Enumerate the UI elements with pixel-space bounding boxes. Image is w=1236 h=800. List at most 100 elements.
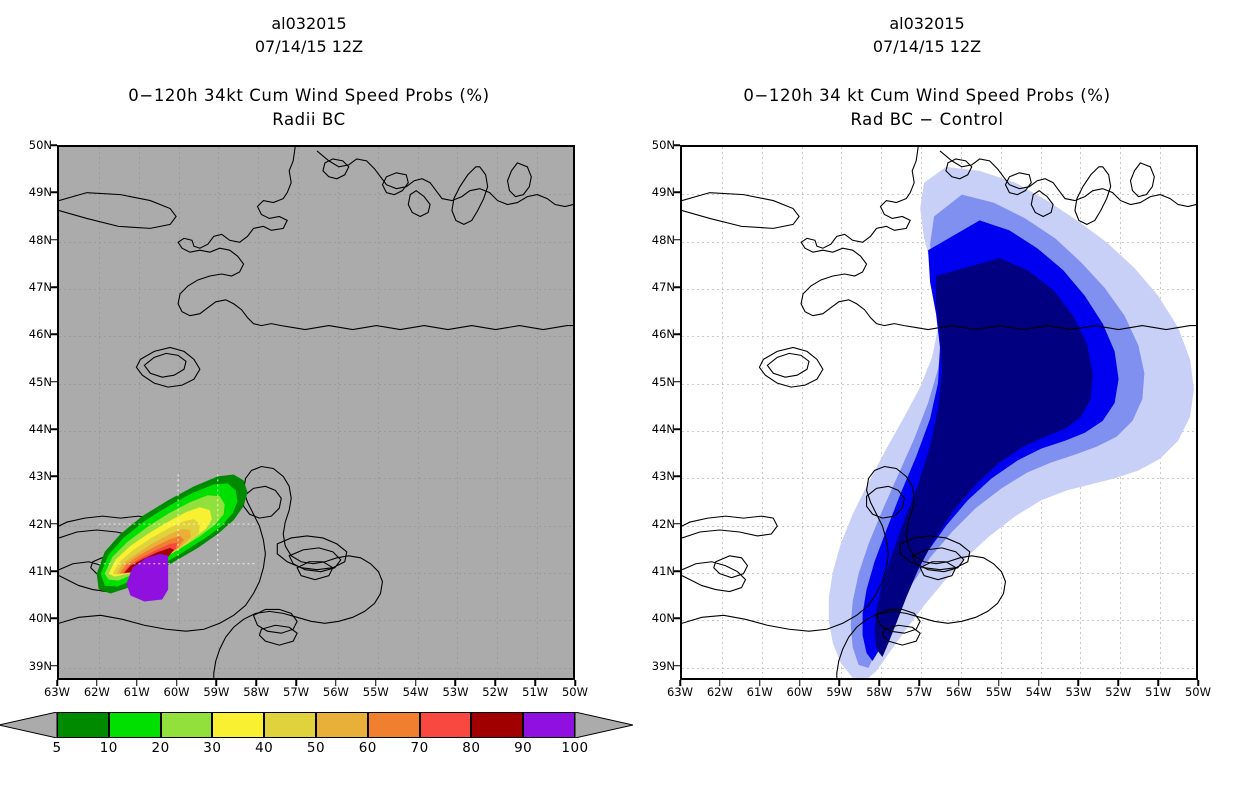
right-product-title: 0−120h 34 kt Cum Wind Speed Probs (%) — [743, 86, 1111, 105]
right-subtitle: Rad BC − Control — [850, 110, 1004, 129]
left-ytick-mark — [51, 191, 57, 194]
left-ytick-label: 48N — [28, 232, 52, 247]
colorbar-tick-label: 100 — [561, 740, 589, 756]
right-map: 63W 62W 61W 60W 59W 58W 57W 56W 55W 54W 53W 52W 51W 5… — [652, 138, 1211, 699]
right-xtick-label: 59W — [826, 685, 853, 699]
left-ytick-label: 49N — [28, 185, 52, 200]
right-xtick-mark — [719, 680, 721, 686]
right-coastline — [682, 147, 1196, 678]
right-ytick-label: 49N — [651, 185, 675, 200]
right-ytick-label: 46N — [651, 327, 675, 342]
left-xtick-mark — [295, 680, 297, 686]
right-ytick-label: 39N — [651, 658, 675, 673]
right-ytick-label: 44N — [651, 422, 675, 437]
right-xtick-mark — [1157, 680, 1159, 686]
left-xtick-mark — [96, 680, 98, 686]
right-xtick-label: 57W — [906, 685, 933, 699]
right-xtick-mark — [998, 680, 1000, 686]
right-xtick-mark — [838, 680, 841, 686]
colorbar-swatch — [264, 712, 316, 738]
left-ytick-mark — [51, 144, 57, 146]
colorbar-tick-label: 90 — [514, 740, 533, 756]
colorbar-tick-label: 80 — [462, 740, 481, 756]
left-xtick-label: 54W — [402, 685, 429, 699]
left-ytick-label: 40N — [28, 611, 52, 626]
left-probability-contours — [96, 474, 258, 604]
left-colorbar-labels: 5 10 20 30 40 50 60 70 80 90 100 — [52, 740, 588, 760]
colorbar-tick-label: 40 — [255, 740, 274, 756]
colorbar-swatch — [367, 712, 420, 738]
left-ytick-label: 39N — [28, 658, 52, 673]
left-xtick-label: 53W — [442, 685, 469, 699]
left-xtick-mark — [255, 680, 257, 686]
colorbar-swatch — [160, 712, 213, 738]
right-xtick-label: 53W — [1065, 685, 1092, 699]
right-xtick-label: 54W — [1025, 685, 1052, 699]
right-ytick-mark — [674, 665, 680, 667]
right-datetime: 07/14/15 12Z — [872, 37, 982, 56]
left-xtick-mark — [335, 680, 337, 686]
right-xtick-label: 63W — [666, 685, 694, 699]
left-xtick-label: 59W — [203, 685, 230, 699]
left-xtick-mark — [454, 680, 457, 686]
colorbar-tick-label: 60 — [358, 740, 377, 756]
colorbar-swatch — [471, 712, 524, 738]
right-xtick-label: 56W — [945, 685, 972, 699]
colorbar-tick-label: 30 — [203, 740, 222, 756]
left-xtick-mark — [574, 680, 576, 686]
left-ytick-mark — [51, 333, 57, 336]
left-xtick-label: 63W — [43, 685, 71, 699]
left-map-frame — [57, 145, 575, 680]
left-ytick-label: 43N — [28, 469, 52, 484]
left-colorbar-over-arrow — [575, 712, 633, 738]
right-ytick-mark — [674, 475, 680, 478]
panel-rad-bc-minus-control: al032015 07/14/15 12Z 0−120h 34 kt Cum W… — [618, 0, 1236, 800]
right-xtick-mark — [1077, 680, 1080, 686]
right-xtick-mark — [1197, 680, 1199, 686]
left-xtick-mark — [56, 680, 58, 686]
right-xtick-label: 55W — [985, 685, 1012, 699]
left-xtick-mark — [375, 680, 377, 686]
right-ytick-mark — [674, 286, 680, 288]
panel-radii-bc: al032015 07/14/15 12Z 0−120h 34kt Cum Wi… — [0, 14, 633, 772]
left-ytick-mark — [51, 523, 57, 525]
left-colorbar: 5 10 20 30 40 50 60 70 80 90 100 — [0, 712, 633, 772]
left-xtick-mark — [494, 680, 497, 686]
right-xtick-mark — [1037, 680, 1040, 686]
left-ytick-mark — [51, 475, 57, 478]
colorbar-tick-label: 5 — [52, 740, 62, 756]
right-map-frame — [680, 145, 1198, 680]
colorbar-tick-label: 20 — [151, 740, 170, 756]
left-product-title: 0−120h 34kt Cum Wind Speed Probs (%) — [128, 86, 490, 105]
colorbar-swatch — [57, 712, 109, 738]
left-xtick-mark — [215, 680, 218, 686]
right-storm-id: al032015 — [889, 14, 965, 33]
right-ytick-label: 45N — [651, 374, 675, 389]
left-map: 63W 62W 61W 60W 59W 58W 57W 56W 55W 54W 53W 52W 51W 5… — [29, 138, 588, 699]
left-xtick-label: 51W — [522, 685, 549, 699]
colorbar-swatch — [212, 712, 265, 738]
left-ytick-mark — [51, 570, 57, 572]
right-xtick-mark — [679, 680, 681, 686]
left-ytick-label: 44N — [28, 422, 52, 437]
left-xtick-mark — [175, 680, 178, 686]
left-datetime: 07/14/15 12Z — [254, 37, 364, 56]
left-subtitle: Radii BC — [272, 110, 346, 129]
left-ytick-mark — [51, 380, 57, 383]
left-xtick-label: 50W — [561, 685, 589, 699]
right-xtick-label: 61W — [746, 685, 773, 699]
left-ytick-mark — [51, 286, 57, 288]
left-storm-id: al032015 — [271, 14, 347, 33]
left-xtick-label: 57W — [283, 685, 310, 699]
left-ytick-label: 47N — [28, 280, 52, 295]
left-ytick-label: 45N — [28, 374, 52, 389]
right-ytick-mark — [674, 238, 680, 241]
left-xtick-label: 62W — [83, 685, 110, 699]
left-ytick-mark — [51, 665, 57, 667]
left-xtick-mark — [414, 680, 417, 686]
left-ytick-label: 42N — [28, 516, 52, 531]
right-ytick-mark — [674, 191, 680, 194]
right-ytick-mark — [674, 523, 680, 525]
right-difference-contours — [828, 166, 1194, 678]
